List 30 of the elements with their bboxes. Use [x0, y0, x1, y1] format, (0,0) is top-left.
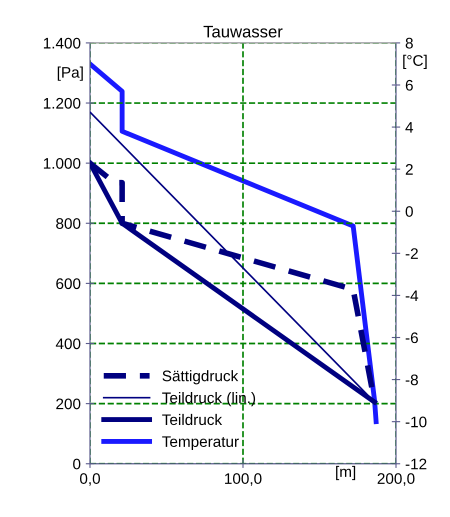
y2-tick-label: -6: [406, 332, 418, 344]
y-tick-label: 800: [56, 218, 80, 229]
y-axis-title: [Pa]: [58, 66, 83, 81]
x-tick-label: 0,0: [80, 473, 100, 486]
y-tick-label: 200: [56, 398, 80, 410]
y2-tick-label: -8: [406, 374, 418, 386]
legend-label: Teildruck (lin.): [162, 392, 256, 406]
x-tick-label: 100,0: [225, 473, 262, 486]
y2-tick-label: -10: [406, 416, 427, 428]
y2-tick-label: 8: [406, 38, 413, 49]
y2-tick-label: 6: [406, 80, 413, 91]
chart-title: Tauwasser: [204, 26, 283, 38]
y-tick-label: 1.200: [44, 98, 80, 109]
legend-label: Sättigdruck: [162, 370, 238, 384]
y2-tick-label: 0: [406, 206, 413, 217]
x-tick-label: 200,0: [378, 473, 415, 486]
y2-tick-label: 2: [406, 164, 413, 175]
x-axis-title: [m]: [336, 466, 356, 480]
y-tick-label: 1.400: [44, 38, 80, 49]
legend-label: Temperatur: [162, 436, 239, 450]
legend-label: Teildruck: [162, 414, 222, 426]
y-tick-label: 400: [56, 338, 80, 350]
y2-tick-label: -12: [406, 458, 426, 470]
y2-tick-label: -2: [406, 248, 418, 259]
y-tick-label: 600: [56, 278, 80, 290]
y2-tick-label: -4: [406, 290, 418, 301]
y-tick-label: 1.000: [44, 158, 80, 169]
y2-axis-title: [°C]: [403, 54, 427, 69]
y2-tick-label: 4: [405, 122, 414, 133]
y-tick-label: 0: [73, 458, 80, 470]
